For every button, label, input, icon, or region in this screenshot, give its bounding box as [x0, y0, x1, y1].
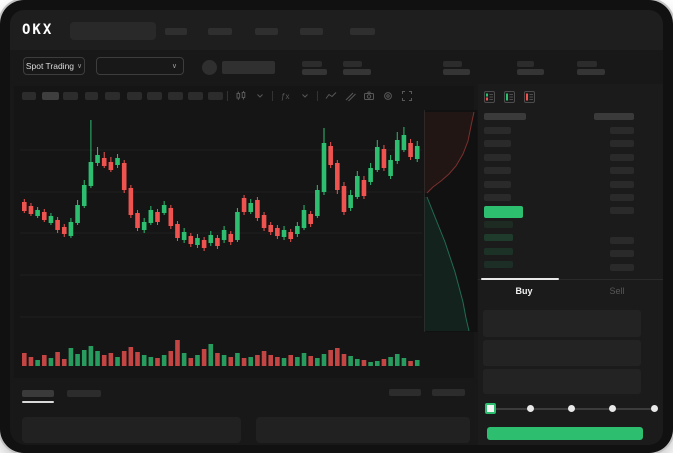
market-type-label: Spot Trading	[25, 61, 75, 71]
ask-row[interactable]	[484, 127, 511, 134]
orderbook-size-row[interactable]	[610, 250, 634, 258]
book-both-icon[interactable]	[484, 90, 495, 103]
bid-row[interactable]	[484, 234, 513, 242]
bottom-panel	[22, 417, 241, 443]
tab-divider	[478, 279, 663, 280]
orderbook-size-row[interactable]	[610, 263, 634, 271]
slider-handle[interactable]	[484, 403, 496, 414]
tab-buy[interactable]: Buy	[478, 286, 570, 296]
stat-value-placeholder	[443, 68, 470, 75]
book-bids-icon[interactable]	[504, 90, 515, 103]
slider-stop[interactable]	[609, 405, 617, 412]
stat-value-placeholder	[302, 68, 327, 75]
settings-gear-icon[interactable]	[381, 89, 394, 102]
timeframe-button[interactable]	[168, 92, 183, 100]
orderbook-size-row[interactable]	[610, 194, 634, 201]
timeframe-button[interactable]	[42, 92, 59, 100]
ask-row[interactable]	[484, 167, 511, 175]
bottom-action-placeholder[interactable]	[389, 389, 421, 396]
nav-item[interactable]	[300, 28, 323, 35]
ask-row[interactable]	[484, 194, 511, 201]
nav-item[interactable]	[255, 28, 278, 35]
line-tool-icon[interactable]	[324, 89, 337, 102]
timeframe-button[interactable]	[208, 92, 223, 100]
camera-icon[interactable]	[362, 89, 375, 102]
tab-sell[interactable]: Sell	[571, 286, 663, 296]
order-input-field[interactable]	[483, 369, 641, 394]
stat-value-placeholder	[343, 68, 371, 75]
ask-row[interactable]	[484, 180, 511, 188]
ask-row[interactable]	[484, 153, 511, 161]
fullscreen-icon[interactable]	[400, 89, 413, 102]
toolbar-divider	[317, 90, 318, 101]
stat-label-placeholder	[577, 61, 597, 67]
bottom-action-placeholder[interactable]	[432, 389, 465, 396]
timeframe-button[interactable]	[22, 92, 36, 100]
stat-label-placeholder	[443, 61, 462, 67]
bottom-tab[interactable]	[22, 390, 54, 397]
ask-row[interactable]	[484, 140, 511, 148]
orderbook-size-row[interactable]	[610, 153, 634, 161]
slider-stop[interactable]	[650, 405, 658, 412]
last-price-highlight[interactable]	[484, 206, 523, 218]
okx-logo: OKX	[22, 22, 54, 38]
bottom-panel	[256, 417, 470, 443]
stat-value-placeholder	[577, 68, 605, 75]
timeframe-button[interactable]	[188, 92, 203, 100]
bid-row[interactable]	[484, 221, 513, 228]
nav-item[interactable]	[165, 28, 187, 35]
active-tab-indicator	[481, 277, 559, 280]
slider-stop[interactable]	[526, 405, 534, 412]
pair-name-placeholder	[222, 61, 275, 74]
candle-style-icon[interactable]	[234, 89, 247, 102]
stat-label-placeholder	[343, 61, 362, 67]
orderbook-left-header	[484, 113, 526, 120]
orderbook-size-row[interactable]	[610, 207, 634, 215]
orderbook-size-row[interactable]	[610, 167, 634, 175]
toolbar-divider	[227, 90, 228, 101]
pair-selector[interactable]: ∨	[96, 57, 184, 75]
timeframe-button[interactable]	[63, 92, 78, 100]
market-type-selector[interactable]: Spot Trading ∨	[23, 57, 85, 75]
book-asks-icon[interactable]	[524, 90, 535, 103]
toolbar-divider	[272, 90, 273, 101]
orderbook-size-row[interactable]	[610, 180, 634, 188]
timeframe-button[interactable]	[147, 92, 162, 100]
chevron-down-icon: ∨	[77, 62, 83, 70]
coin-avatar	[202, 60, 217, 75]
bottom-tab[interactable]	[67, 390, 101, 397]
orderbook-right-header	[594, 113, 634, 120]
timeframe-button[interactable]	[85, 92, 98, 100]
svg-text:ƒx: ƒx	[281, 92, 289, 101]
timeframe-button[interactable]	[127, 92, 142, 100]
indicator-fx-icon[interactable]: ƒx	[279, 89, 292, 102]
orderbook-size-row[interactable]	[610, 140, 634, 148]
timeframe-button[interactable]	[105, 92, 120, 100]
chevron-down-icon[interactable]	[253, 89, 266, 102]
bottom-active-tab-indicator	[22, 400, 54, 403]
bid-row[interactable]	[484, 247, 513, 255]
stat-label-placeholder	[302, 61, 322, 67]
nav-item[interactable]	[350, 28, 375, 35]
nav-item[interactable]	[208, 28, 232, 35]
chevron-down-icon[interactable]	[298, 89, 311, 102]
search-input[interactable]	[70, 22, 156, 40]
orderbook-size-row[interactable]	[610, 237, 634, 244]
stat-label-placeholder	[517, 61, 534, 67]
slider-stop[interactable]	[568, 405, 575, 412]
order-input-field[interactable]	[483, 340, 641, 366]
bid-row[interactable]	[484, 261, 513, 269]
chevron-down-icon: ∨	[171, 62, 177, 70]
stat-value-placeholder	[517, 68, 544, 75]
order-input-field[interactable]	[483, 310, 641, 337]
chart-background	[14, 86, 474, 378]
chart-tools: ƒx	[227, 88, 413, 103]
orderbook-size-row[interactable]	[610, 127, 634, 134]
draw-tool-icon[interactable]	[343, 89, 356, 102]
buy-submit-button[interactable]	[487, 427, 643, 440]
